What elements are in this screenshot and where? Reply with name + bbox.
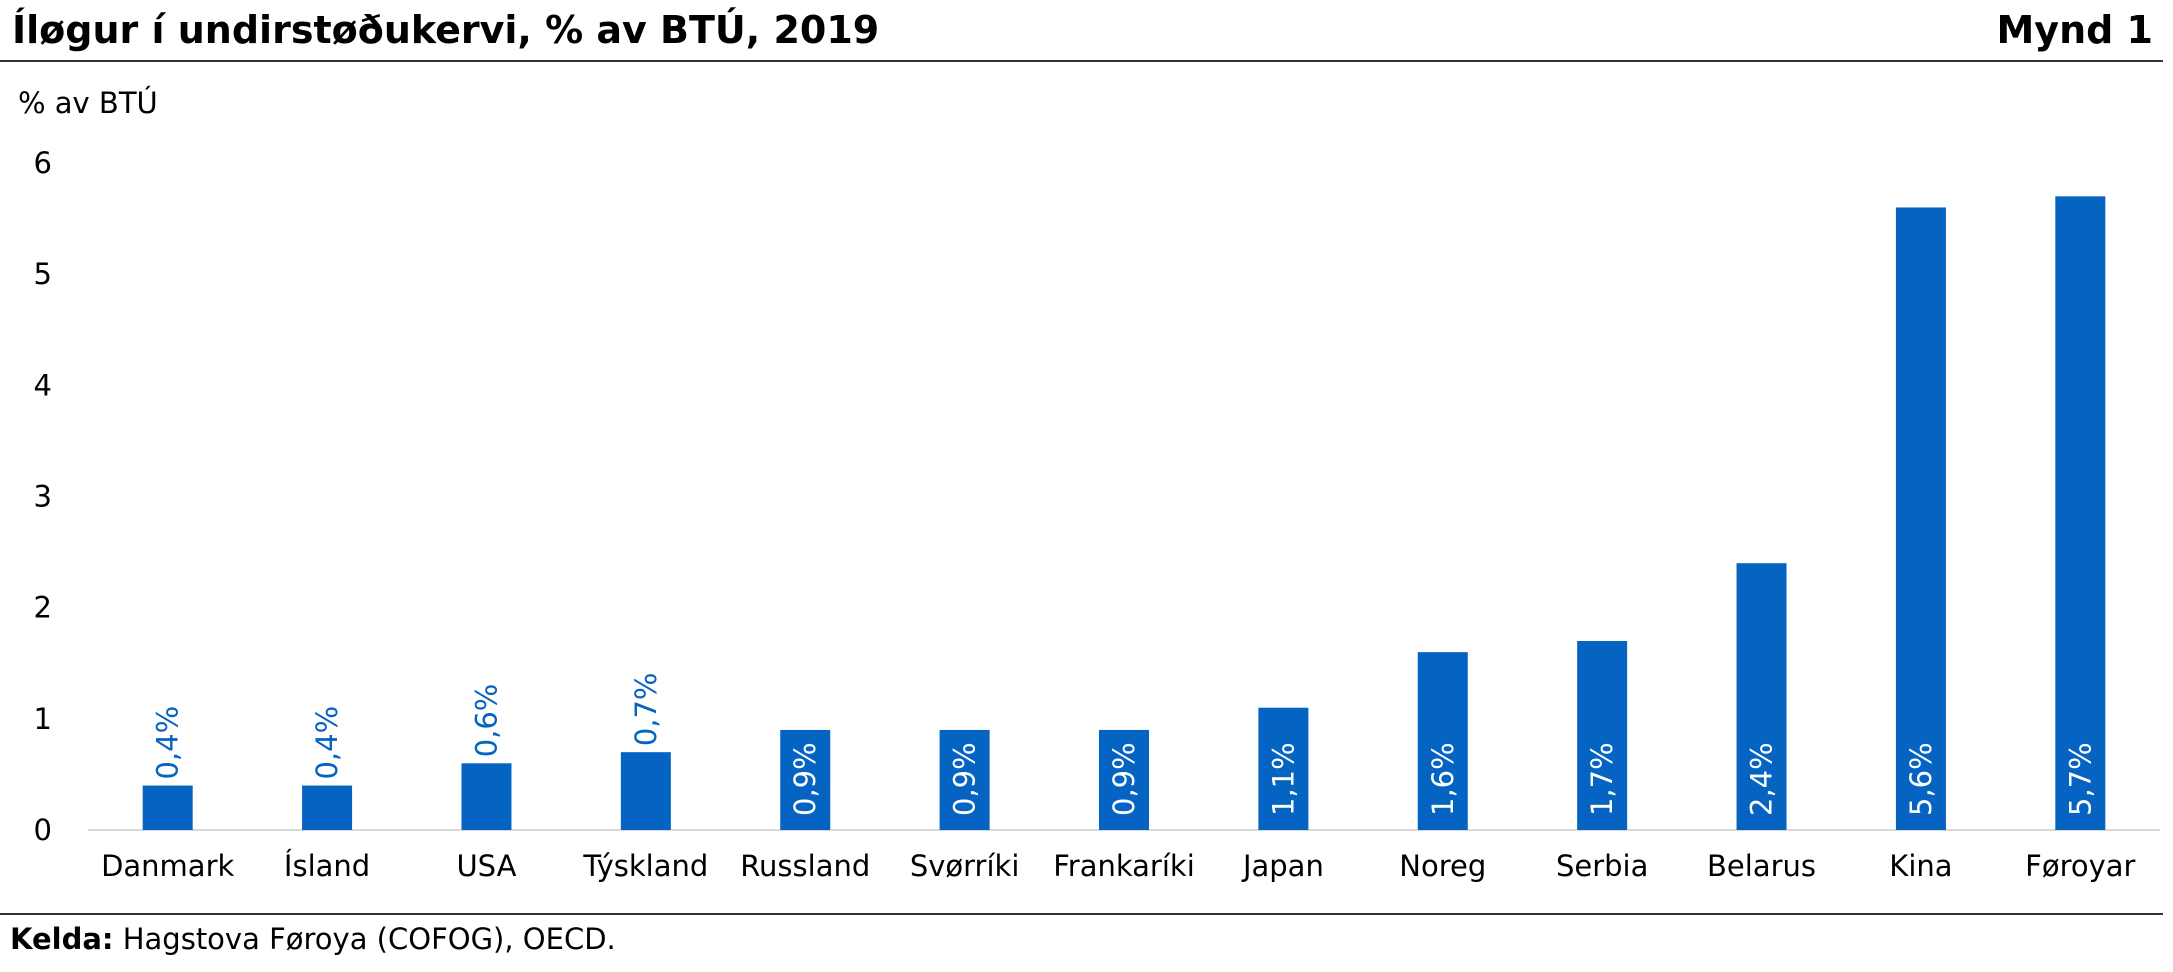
x-tick-label: Russland: [740, 849, 870, 883]
y-axis-label: % av BTÚ: [18, 86, 158, 120]
x-tick-label: Noreg: [1399, 849, 1486, 883]
bar: [302, 785, 353, 830]
bar: [1895, 207, 1946, 830]
x-tick-label: Japan: [1241, 849, 1324, 883]
chart-title: Íløgur í undirstøðukervi, % av BTÚ, 2019: [12, 8, 880, 52]
y-tick-label: 2: [34, 591, 52, 625]
data-label: 5,7%: [2063, 742, 2097, 816]
y-tick-label: 1: [34, 702, 52, 736]
bar-chart: 0 1 2 3 4 5 6 Danmark 0,4% Ísland 0,4% USA 0,6% Týskl…: [34, 146, 2160, 883]
chart-header: Íløgur í undirstøðukervi, % av BTÚ, 2019…: [0, 0, 2163, 60]
bar: [620, 752, 671, 830]
bar: [1417, 652, 1468, 830]
data-label: 0,6%: [469, 684, 503, 758]
data-label: 0,9%: [948, 742, 982, 816]
y-tick-label: 4: [34, 368, 52, 402]
data-label: 0,9%: [1107, 742, 1141, 816]
data-label: 0,7%: [629, 672, 663, 746]
x-tick-label: USA: [456, 849, 516, 883]
bar: [939, 729, 990, 830]
figure-label: Mynd 1: [1996, 8, 2153, 52]
y-tick-label: 3: [34, 480, 52, 514]
x-tick-label: Týskland: [582, 849, 708, 883]
bar: [142, 785, 193, 830]
data-label: 0,4%: [310, 706, 344, 780]
header-divider: [0, 60, 2163, 62]
x-tick-label: Frankaríki: [1053, 849, 1195, 883]
data-label: 0,9%: [788, 742, 822, 816]
x-tick-label: Ísland: [284, 849, 370, 883]
bar: [780, 729, 831, 830]
bar: [1577, 641, 1628, 830]
source-label: Kelda:: [10, 922, 114, 956]
y-tick-label: 6: [34, 146, 52, 180]
bar: [461, 763, 512, 830]
x-tick-label: Føroyar: [2025, 849, 2135, 883]
bar: [2055, 196, 2106, 831]
source-note: Kelda: Hagstova Føroya (COFOG), OECD.: [10, 922, 616, 956]
data-label: 1,7%: [1585, 742, 1619, 816]
data-label: 1,1%: [1266, 742, 1300, 816]
source-text: Hagstova Føroya (COFOG), OECD.: [113, 922, 616, 956]
data-label: 5,6%: [1904, 742, 1938, 816]
data-label: 1,6%: [1426, 742, 1460, 816]
x-tick-label: Svørríki: [910, 849, 1020, 883]
x-tick-label: Kina: [1889, 849, 1952, 883]
bar: [1258, 707, 1309, 830]
footer-divider: [0, 913, 2163, 915]
bar: [1736, 563, 1787, 830]
y-tick-label: 0: [34, 813, 52, 847]
bar: [1099, 729, 1149, 830]
data-label: 2,4%: [1745, 742, 1779, 816]
data-label: 0,4%: [151, 706, 185, 780]
x-tick-label: Belarus: [1707, 849, 1816, 883]
x-tick-label: Danmark: [101, 849, 234, 883]
y-tick-label: 5: [34, 257, 52, 291]
x-tick-label: Serbia: [1556, 849, 1648, 883]
